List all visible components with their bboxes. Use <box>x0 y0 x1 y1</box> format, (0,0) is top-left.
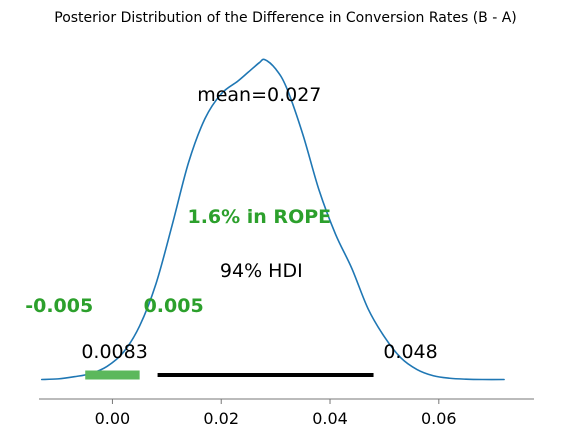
rope-percent-label: 1.6% in ROPE <box>187 206 331 228</box>
rope-bar <box>85 370 140 380</box>
hdi-label: 94% HDI <box>220 260 303 282</box>
hdi-upper-label: 0.048 <box>383 341 437 363</box>
x-tick-label: 0.06 <box>421 409 457 428</box>
x-tick-label: 0.00 <box>95 409 131 428</box>
x-tick-label: 0.04 <box>312 409 348 428</box>
density-curve <box>40 58 505 381</box>
x-tick-label: 0.02 <box>203 409 239 428</box>
rope-upper-label: 0.005 <box>144 295 204 317</box>
plot-area: mean=0.027 1.6% in ROPE 94% HDI -0.005 0… <box>25 58 505 381</box>
mean-label: mean=0.027 <box>197 84 321 106</box>
hdi-lower-label: 0.0083 <box>81 341 147 363</box>
x-axis: 0.00 0.02 0.04 0.06 <box>39 398 534 428</box>
chart-title: Posterior Distribution of the Difference… <box>54 10 517 26</box>
x-ticks: 0.00 0.02 0.04 0.06 <box>95 399 457 428</box>
rope-lower-label: -0.005 <box>25 295 93 317</box>
